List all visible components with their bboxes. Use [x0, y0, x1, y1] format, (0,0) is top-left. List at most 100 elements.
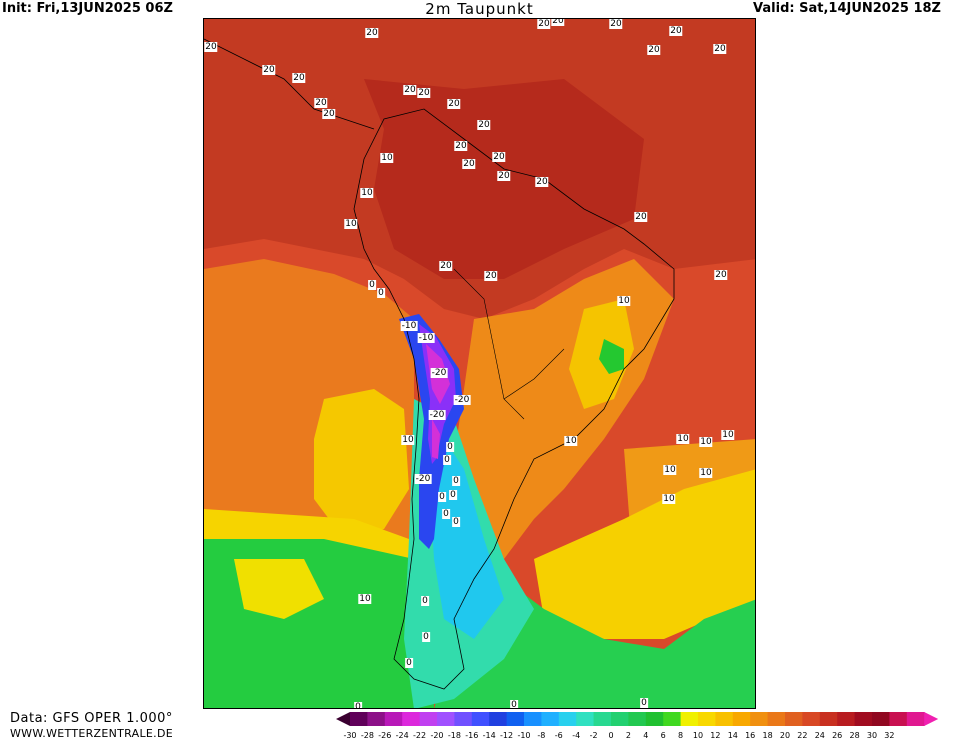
contour-label: 20 — [609, 19, 623, 29]
scale-tick-label: -12 — [500, 731, 513, 740]
scale-tick-label: 16 — [745, 731, 755, 740]
contour-label: 20 — [365, 28, 379, 38]
scale-tick-label: -10 — [517, 731, 530, 740]
scale-tick-label: 32 — [884, 731, 894, 740]
contour-label: 20 — [535, 177, 549, 187]
data-source: Data: GFS OPER 1.000° — [10, 711, 173, 726]
scale-tick-label: -4 — [572, 731, 580, 740]
contour-label: 20 — [462, 159, 476, 169]
contour-label: 0 — [422, 632, 430, 642]
scale-swatch — [854, 712, 873, 726]
scale-swatch — [628, 712, 647, 726]
scale-tick-label: 6 — [661, 731, 666, 740]
scale-tick-label: -24 — [396, 731, 409, 740]
scale-tick-label: 26 — [832, 731, 842, 740]
scale-tick-label: -30 — [343, 731, 356, 740]
scale-tick-label: 22 — [797, 731, 807, 740]
contour-label: 20 — [292, 73, 306, 83]
contour-label: 20 — [551, 18, 565, 26]
scale-swatch — [889, 712, 908, 726]
contour-label: 20 — [713, 44, 727, 54]
contour-label: 0 — [452, 517, 460, 527]
contour-label: 0 — [640, 698, 648, 708]
scale-tick-label: 20 — [780, 731, 790, 740]
contour-label: 20 — [669, 26, 683, 36]
scale-swatch — [437, 712, 455, 726]
scale-tick-label: 14 — [728, 731, 738, 740]
contour-label: 10 — [662, 494, 676, 504]
map-title: 2m Taupunkt — [425, 0, 534, 18]
scale-swatch — [489, 712, 508, 726]
scale-tick-label: -28 — [361, 731, 374, 740]
contour-label: 10 — [380, 153, 394, 163]
contour-label: 20 — [314, 98, 328, 108]
scale-swatch — [837, 712, 856, 726]
contour-label: 20 — [204, 42, 218, 52]
scale-tick-label: 18 — [763, 731, 773, 740]
scale-tick-label: 8 — [678, 731, 683, 740]
scale-tick-label: -20 — [430, 731, 443, 740]
contour-label: 0 — [405, 658, 413, 668]
scale-swatch — [663, 712, 682, 726]
contour-label: 0 — [377, 288, 385, 298]
contour-label: 20 — [322, 109, 336, 119]
scale-swatch — [506, 712, 525, 726]
scale-swatch — [402, 712, 421, 726]
contour-label: 10 — [663, 465, 677, 475]
scale-tick-label: 2 — [626, 731, 631, 740]
contour-label: 20 — [477, 120, 491, 130]
scale-swatch — [750, 712, 769, 726]
scale-swatch — [576, 712, 595, 726]
contour-label: 20 — [714, 270, 728, 280]
contour-label: 10 — [617, 296, 631, 306]
scale-swatch — [558, 712, 577, 726]
contour-label: -20 — [453, 395, 471, 405]
scale-swatch — [802, 712, 821, 726]
contour-label: 20 — [484, 271, 498, 281]
scale-swatch — [645, 712, 664, 726]
contour-label: 0 — [510, 700, 518, 709]
contour-label: 0 — [368, 280, 376, 290]
scale-tick-label: 30 — [867, 731, 877, 740]
contour-label: -20 — [414, 474, 432, 484]
scale-tick-label: 4 — [643, 731, 648, 740]
scale-swatch — [611, 712, 629, 726]
scale-tick-label: -14 — [483, 731, 496, 740]
valid-time: Valid: Sat,14JUN2025 18Z — [753, 1, 941, 16]
scale-swatch — [698, 712, 716, 726]
contour-label: 10 — [401, 435, 415, 445]
scale-swatch — [367, 712, 386, 726]
scale-tick-label: -26 — [378, 731, 391, 740]
contour-label: 0 — [443, 455, 451, 465]
website-link[interactable]: WWW.WETTERZENTRALE.DE — [10, 727, 173, 740]
scale-arrow-high — [924, 712, 939, 726]
contour-label: 10 — [360, 188, 374, 198]
contour-label: 20 — [454, 141, 468, 151]
scale-swatch — [593, 712, 612, 726]
scale-swatch — [419, 712, 438, 726]
scale-swatch — [471, 712, 490, 726]
scale-swatch — [715, 712, 734, 726]
contour-label: 0 — [421, 596, 429, 606]
contour-label: 20 — [634, 212, 648, 222]
contour-label: 20 — [262, 65, 276, 75]
init-time: Init: Fri,13JUN2025 06Z — [2, 1, 173, 16]
dewpoint-field — [204, 19, 755, 708]
scale-swatch — [819, 712, 838, 726]
contour-label: 20 — [403, 85, 417, 95]
scale-tick-label: 28 — [850, 731, 860, 740]
contour-label: 20 — [439, 261, 453, 271]
scale-tick-label: -2 — [590, 731, 598, 740]
contour-label: 10 — [344, 219, 358, 229]
scale-arrow-low — [336, 712, 350, 726]
scale-tick-label: -16 — [465, 731, 478, 740]
scale-swatch — [454, 712, 473, 726]
contour-label: 10 — [699, 468, 713, 478]
scale-tick-label: 12 — [710, 731, 720, 740]
scale-swatch — [680, 712, 699, 726]
scale-tick-label: 0 — [608, 731, 613, 740]
scale-tick-label: -22 — [413, 731, 426, 740]
contour-label: 20 — [447, 99, 461, 109]
contour-label: 20 — [492, 152, 506, 162]
scale-tick-label: -8 — [537, 731, 545, 740]
